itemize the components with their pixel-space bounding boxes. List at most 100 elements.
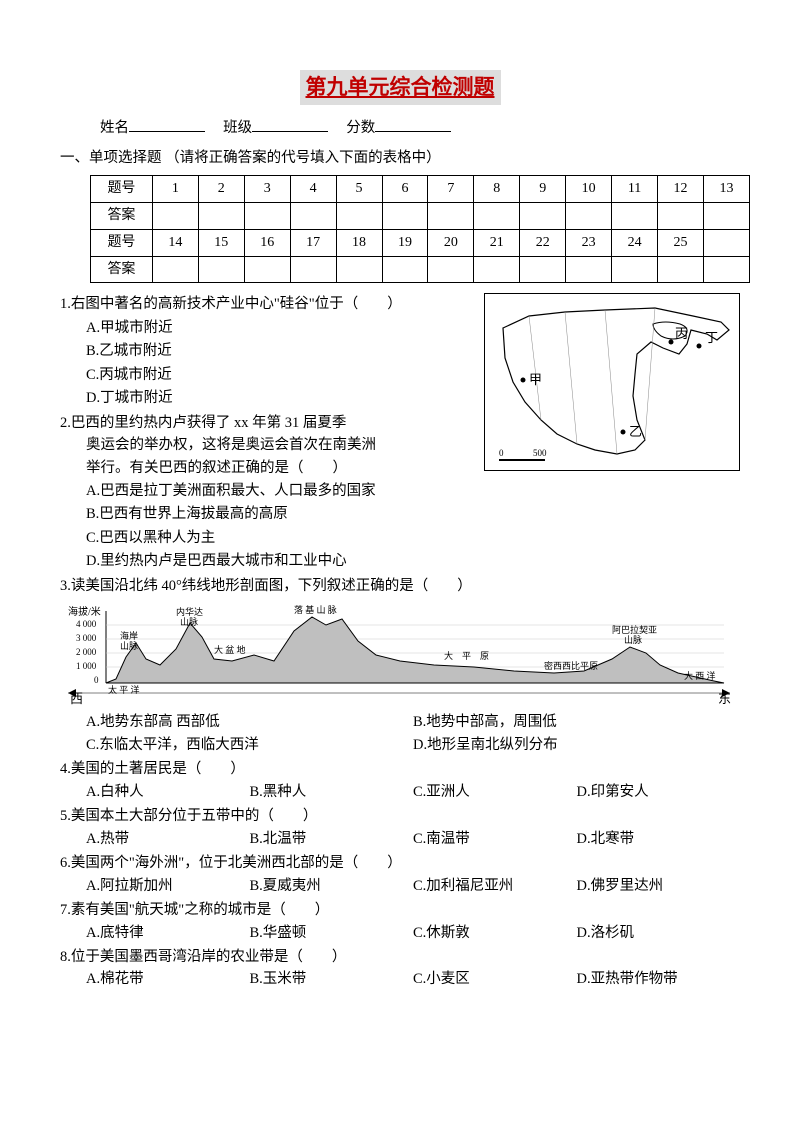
q2-stem-1: 2.巴西的里约热内卢获得了 xx 年第 31 届夏季 <box>60 412 460 434</box>
svg-text:山脉: 山脉 <box>120 640 138 651</box>
qnum: 4 <box>290 176 336 203</box>
qnum: 13 <box>703 176 749 203</box>
qnum: 16 <box>244 229 290 256</box>
svg-text:0: 0 <box>94 675 99 685</box>
q4-opt-b: B.黑种人 <box>250 781 414 803</box>
q5-stem: 5.美国本土大部分位于五带中的（ ） <box>60 805 740 827</box>
q4-opt-d: D.印第安人 <box>577 781 741 803</box>
qnum: 20 <box>428 229 474 256</box>
q5-opt-c: C.南温带 <box>413 828 577 850</box>
q3-opt-d: D.地形呈南北纵列分布 <box>413 734 740 756</box>
score-blank[interactable] <box>375 117 451 132</box>
qnum: 1 <box>152 176 198 203</box>
qnum: 10 <box>566 176 612 203</box>
qnum <box>703 229 749 256</box>
ans-cell[interactable] <box>566 203 612 230</box>
q8-opt-d: D.亚热带作物带 <box>577 968 741 990</box>
svg-text:海拔/米: 海拔/米 <box>68 605 101 618</box>
q7-opt-c: C.休斯敦 <box>413 922 577 944</box>
qnum: 18 <box>336 229 382 256</box>
q3-opt-c: C.东临太平洋，西临大西洋 <box>86 734 413 756</box>
qnum: 14 <box>152 229 198 256</box>
ans-cell[interactable] <box>566 256 612 283</box>
qnum: 8 <box>474 176 520 203</box>
svg-text:密西西比平原: 密西西比平原 <box>544 660 598 671</box>
q2-stem-2: 奥运会的举办权，这将是奥运会首次在南美洲 <box>60 434 460 456</box>
qnum: 2 <box>198 176 244 203</box>
q5-opt-b: B.北温带 <box>250 828 414 850</box>
class-blank[interactable] <box>252 117 328 132</box>
q5-opt-d: D.北寒带 <box>577 828 741 850</box>
q3-stem: 3.读美国沿北纬 40°纬线地形剖面图，下列叙述正确的是（ ） <box>60 575 740 597</box>
qnum: 24 <box>612 229 658 256</box>
row-label: 题号 <box>91 229 153 256</box>
score-label: 分数 <box>346 120 375 136</box>
svg-text:内华达: 内华达 <box>176 606 203 617</box>
ans-cell[interactable] <box>703 256 749 283</box>
ans-cell[interactable] <box>198 256 244 283</box>
svg-text:4 000: 4 000 <box>76 619 97 629</box>
ans-cell[interactable] <box>336 203 382 230</box>
svg-text:1 000: 1 000 <box>76 661 97 671</box>
ans-cell[interactable] <box>382 203 428 230</box>
svg-text:500: 500 <box>533 448 547 458</box>
ans-cell[interactable] <box>336 256 382 283</box>
qnum: 11 <box>612 176 658 203</box>
question-3: 3.读美国沿北纬 40°纬线地形剖面图，下列叙述正确的是（ ） 海拔/米 4 0… <box>60 575 740 756</box>
ans-cell[interactable] <box>198 203 244 230</box>
question-4: 4.美国的土著居民是（ ） A.白种人 B.黑种人 C.亚洲人 D.印第安人 <box>60 758 740 803</box>
q8-opt-c: C.小麦区 <box>413 968 577 990</box>
svg-text:3 000: 3 000 <box>76 633 97 643</box>
ans-cell[interactable] <box>658 203 704 230</box>
ans-cell[interactable] <box>612 256 658 283</box>
ans-cell[interactable] <box>474 203 520 230</box>
qnum: 9 <box>520 176 566 203</box>
q4-opt-c: C.亚洲人 <box>413 781 577 803</box>
qnum: 17 <box>290 229 336 256</box>
ans-cell[interactable] <box>428 256 474 283</box>
q6-stem: 6.美国两个"海外洲"，位于北美洲西北部的是（ ） <box>60 852 740 874</box>
ans-cell[interactable] <box>658 256 704 283</box>
ans-cell[interactable] <box>612 203 658 230</box>
map-label-a: 甲 <box>529 372 542 387</box>
qnum: 5 <box>336 176 382 203</box>
ans-cell[interactable] <box>703 203 749 230</box>
map-label-c: 丙 <box>675 326 688 341</box>
us-map-figure: 甲 乙 丙 丁 0 500 <box>484 293 740 471</box>
qnum: 19 <box>382 229 428 256</box>
qnum: 21 <box>474 229 520 256</box>
svg-text:太 平 洋: 太 平 洋 <box>108 684 140 695</box>
student-info: 姓名 班级 分数 <box>60 117 740 139</box>
ans-cell[interactable] <box>428 203 474 230</box>
question-5: 5.美国本土大部分位于五带中的（ ） A.热带 B.北温带 C.南温带 D.北寒… <box>60 805 740 850</box>
q6-opt-b: B.夏威夷州 <box>250 875 414 897</box>
ans-cell[interactable] <box>474 256 520 283</box>
q5-opt-a: A.热带 <box>86 828 250 850</box>
q8-opt-a: A.棉花带 <box>86 968 250 990</box>
q2-opt-a: A.巴西是拉丁美洲面积最大、人口最多的国家 <box>86 480 740 502</box>
q7-opt-b: B.华盛顿 <box>250 922 414 944</box>
qnum: 22 <box>520 229 566 256</box>
svg-text:大 平 原: 大 平 原 <box>444 650 489 661</box>
ans-cell[interactable] <box>382 256 428 283</box>
ans-cell[interactable] <box>244 203 290 230</box>
qnum: 12 <box>658 176 704 203</box>
svg-text:大 盆 地: 大 盆 地 <box>214 644 246 655</box>
ans-cell[interactable] <box>244 256 290 283</box>
ans-cell[interactable] <box>290 256 336 283</box>
qnum: 3 <box>244 176 290 203</box>
q3-opt-b: B.地势中部高，周围低 <box>413 711 740 733</box>
q2-opt-d: D.里约热内卢是巴西最大城市和工业中心 <box>86 550 740 572</box>
ans-cell[interactable] <box>290 203 336 230</box>
ans-cell[interactable] <box>152 256 198 283</box>
q4-opt-a: A.白种人 <box>86 781 250 803</box>
q2-opt-c: C.巴西以黑种人为主 <box>86 527 740 549</box>
map-label-b: 乙 <box>629 424 642 439</box>
ans-cell[interactable] <box>152 203 198 230</box>
q2-stem-3: 举行。有关巴西的叙述正确的是（ ） <box>60 457 460 479</box>
name-blank[interactable] <box>129 117 205 132</box>
ans-cell[interactable] <box>520 203 566 230</box>
class-label: 班级 <box>223 120 252 136</box>
ans-cell[interactable] <box>520 256 566 283</box>
map-label-d: 丁 <box>705 330 718 345</box>
